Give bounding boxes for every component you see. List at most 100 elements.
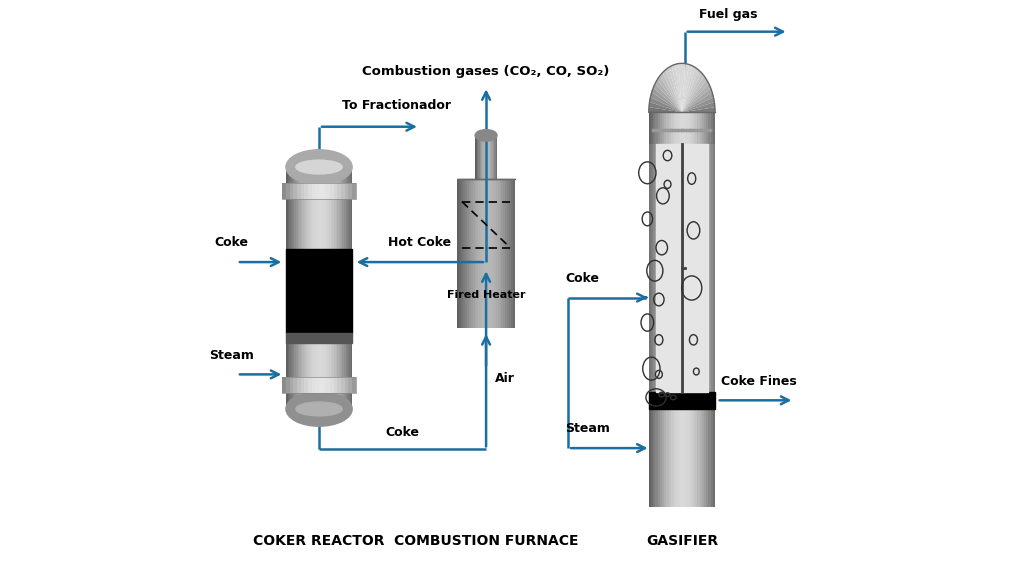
- Bar: [306, 167, 307, 409]
- Bar: [678, 409, 680, 507]
- Bar: [502, 179, 504, 328]
- Bar: [304, 183, 308, 199]
- Bar: [699, 409, 701, 507]
- Bar: [688, 409, 691, 507]
- Bar: [663, 144, 665, 392]
- Bar: [317, 167, 319, 409]
- Bar: [669, 144, 671, 392]
- Bar: [297, 183, 301, 199]
- Polygon shape: [649, 97, 682, 112]
- Bar: [492, 135, 493, 179]
- Bar: [301, 167, 302, 409]
- Ellipse shape: [475, 130, 497, 141]
- Bar: [697, 144, 699, 392]
- Bar: [693, 112, 695, 144]
- Text: Steam: Steam: [209, 348, 254, 362]
- Polygon shape: [663, 70, 682, 112]
- Bar: [348, 377, 352, 393]
- Polygon shape: [669, 66, 682, 112]
- Bar: [665, 112, 667, 144]
- Bar: [495, 135, 496, 179]
- Bar: [673, 409, 675, 507]
- Bar: [667, 409, 669, 507]
- Bar: [311, 377, 315, 393]
- Text: COMBUSTION FURNACE: COMBUSTION FURNACE: [394, 535, 579, 548]
- Bar: [473, 179, 474, 328]
- Bar: [498, 179, 500, 328]
- Polygon shape: [682, 79, 709, 112]
- Bar: [283, 377, 286, 393]
- Bar: [290, 377, 294, 393]
- Bar: [310, 167, 312, 409]
- Bar: [327, 377, 330, 393]
- Bar: [665, 144, 667, 392]
- Bar: [675, 144, 678, 392]
- Bar: [294, 183, 297, 199]
- Ellipse shape: [286, 392, 352, 426]
- Bar: [465, 179, 467, 328]
- Bar: [701, 112, 705, 144]
- Polygon shape: [675, 63, 682, 112]
- Bar: [489, 135, 492, 179]
- Bar: [651, 409, 653, 507]
- Text: Fuel gas: Fuel gas: [699, 8, 758, 21]
- Polygon shape: [682, 63, 685, 112]
- Polygon shape: [682, 97, 715, 112]
- Text: COKER REACTOR: COKER REACTOR: [253, 535, 385, 548]
- Bar: [286, 249, 352, 333]
- Bar: [467, 179, 469, 328]
- Bar: [486, 135, 488, 179]
- Bar: [301, 377, 304, 393]
- Bar: [328, 167, 329, 409]
- Bar: [684, 112, 686, 144]
- Bar: [482, 179, 484, 328]
- Bar: [486, 179, 488, 328]
- Bar: [319, 377, 323, 393]
- Bar: [656, 144, 708, 392]
- Bar: [319, 183, 323, 199]
- Bar: [653, 144, 655, 392]
- Bar: [713, 144, 715, 392]
- Bar: [488, 179, 489, 328]
- Bar: [288, 167, 289, 409]
- Bar: [334, 377, 337, 393]
- Bar: [655, 112, 657, 144]
- Bar: [665, 409, 667, 507]
- Bar: [286, 167, 288, 409]
- Bar: [651, 112, 653, 144]
- Bar: [671, 144, 673, 392]
- Bar: [345, 377, 348, 393]
- Text: Coke: Coke: [565, 272, 599, 285]
- Bar: [327, 183, 330, 199]
- Bar: [691, 409, 693, 507]
- Bar: [329, 167, 331, 409]
- Bar: [659, 409, 663, 507]
- Bar: [713, 112, 715, 144]
- Bar: [459, 179, 461, 328]
- Polygon shape: [682, 92, 714, 112]
- Text: Coke: Coke: [386, 426, 420, 439]
- Bar: [315, 167, 317, 409]
- Bar: [701, 409, 705, 507]
- Bar: [286, 183, 290, 199]
- Text: GASIFIER: GASIFIER: [646, 535, 718, 548]
- Bar: [324, 167, 326, 409]
- Bar: [493, 135, 495, 179]
- Bar: [511, 179, 513, 328]
- Bar: [659, 144, 663, 392]
- Bar: [509, 179, 511, 328]
- Bar: [494, 179, 496, 328]
- Text: Air: Air: [495, 372, 515, 385]
- Bar: [707, 144, 709, 392]
- Bar: [649, 112, 651, 144]
- Bar: [684, 144, 686, 392]
- Bar: [711, 112, 713, 144]
- Polygon shape: [649, 102, 682, 112]
- Bar: [484, 135, 485, 179]
- Bar: [474, 179, 476, 328]
- Bar: [686, 144, 688, 392]
- Polygon shape: [682, 84, 711, 112]
- Bar: [691, 112, 693, 144]
- Bar: [475, 135, 476, 179]
- Bar: [304, 377, 308, 393]
